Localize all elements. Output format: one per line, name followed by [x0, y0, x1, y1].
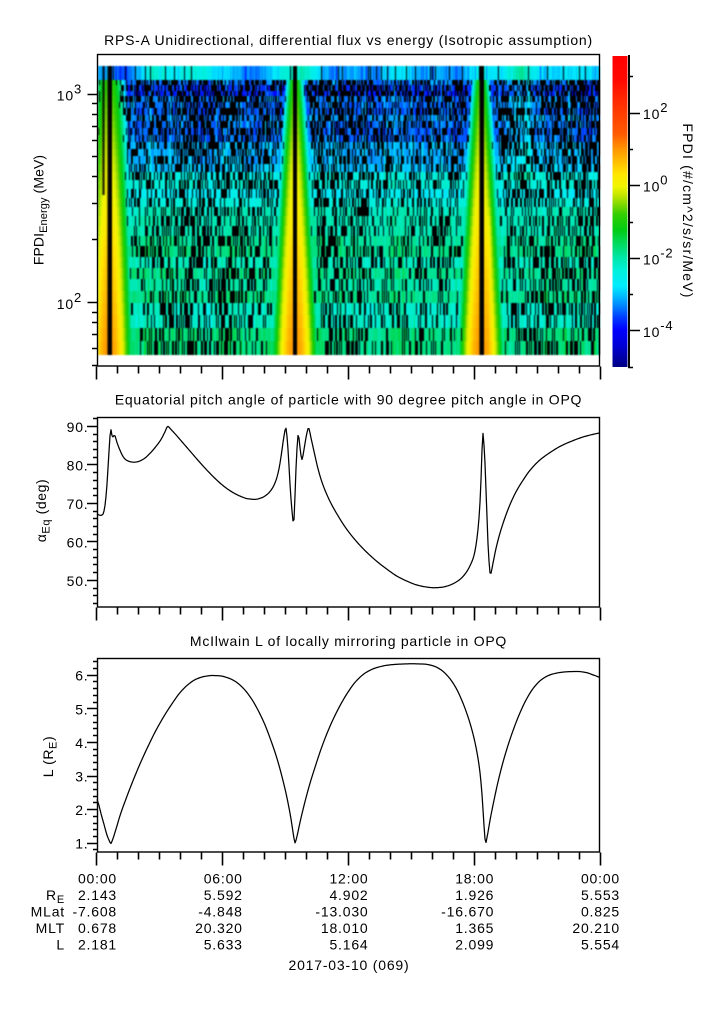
svg-text:FPDI (#/cm^2/s/sr/MeV): FPDI (#/cm^2/s/sr/MeV): [680, 123, 696, 298]
svg-text:5.592: 5.592: [204, 887, 243, 903]
svg-text:5.164: 5.164: [329, 937, 368, 953]
svg-text:-16.670: -16.670: [441, 904, 494, 920]
svg-text:6.: 6.: [75, 668, 88, 684]
svg-text:3.: 3.: [75, 769, 88, 785]
svg-text:50.: 50.: [67, 573, 89, 589]
svg-text:-13.030: -13.030: [315, 904, 368, 920]
svg-text:1.926: 1.926: [455, 887, 494, 903]
svg-text:90.: 90.: [67, 419, 89, 435]
svg-text:0.678: 0.678: [78, 920, 117, 936]
svg-text:102: 102: [643, 100, 668, 122]
svg-text:1.365: 1.365: [455, 920, 494, 936]
svg-text:100: 100: [643, 173, 668, 195]
svg-text:1.: 1.: [75, 836, 88, 852]
svg-text:4.: 4.: [75, 735, 88, 751]
svg-text:2.143: 2.143: [78, 887, 117, 903]
svg-text:70.: 70.: [67, 496, 89, 512]
svg-text:L (RE): L (RE): [40, 736, 60, 778]
svg-text:FPDIEnergy (MeV): FPDIEnergy (MeV): [31, 155, 51, 265]
svg-text:4.902: 4.902: [329, 887, 368, 903]
svg-text:MLat: MLat: [31, 904, 65, 920]
svg-text:Equatorial pitch angle of part: Equatorial pitch angle of particle with …: [115, 392, 582, 408]
svg-text:18.010: 18.010: [321, 920, 369, 936]
svg-text:L: L: [56, 937, 65, 953]
svg-text:20.320: 20.320: [195, 920, 243, 936]
svg-text:5.553: 5.553: [581, 887, 620, 903]
svg-text:5.: 5.: [75, 701, 88, 717]
svg-text:10-2: 10-2: [643, 245, 673, 267]
svg-text:102: 102: [57, 290, 82, 312]
svg-text:2017-03-10 (069): 2017-03-10 (069): [289, 957, 410, 973]
svg-text:MLT: MLT: [36, 920, 65, 936]
svg-text:10-4: 10-4: [643, 318, 673, 340]
svg-text:06:00: 06:00: [204, 871, 243, 887]
svg-text:McIlwain L of locally mirrorin: McIlwain L of locally mirroring particle…: [190, 633, 507, 649]
svg-text:5.554: 5.554: [581, 937, 620, 953]
svg-text:-7.608: -7.608: [73, 904, 118, 920]
svg-text:2.099: 2.099: [455, 937, 494, 953]
svg-text:103: 103: [57, 82, 82, 104]
svg-text:20.210: 20.210: [572, 920, 620, 936]
svg-text:2.: 2.: [75, 802, 88, 818]
svg-text:80.: 80.: [67, 457, 89, 473]
svg-text:00:00: 00:00: [78, 871, 117, 887]
svg-text:2.181: 2.181: [78, 937, 117, 953]
svg-text:60.: 60.: [67, 534, 89, 550]
svg-text:αEq (deg): αEq (deg): [33, 479, 53, 543]
svg-text:RPS-A Unidirectional, differen: RPS-A Unidirectional, differential flux …: [104, 32, 593, 48]
svg-text:0.825: 0.825: [581, 904, 620, 920]
svg-text:5.633: 5.633: [204, 937, 243, 953]
svg-text:18:00: 18:00: [455, 871, 494, 887]
svg-text:-4.848: -4.848: [198, 904, 243, 920]
svg-text:00:00: 00:00: [581, 871, 620, 887]
svg-text:12:00: 12:00: [329, 871, 368, 887]
